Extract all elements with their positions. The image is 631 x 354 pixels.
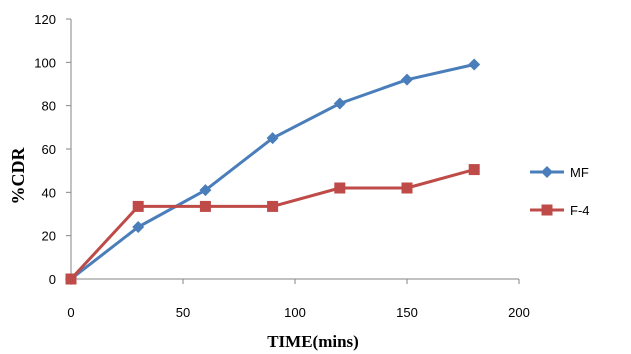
y-axis-title: %CDR [8, 147, 28, 205]
x-tick-label: 200 [508, 305, 530, 320]
data-point [334, 182, 346, 194]
y-tick-label: 80 [42, 99, 56, 114]
y-tick-label: 40 [42, 185, 56, 200]
y-tick-label: 120 [34, 12, 56, 27]
y-axis-ticks: 0 20 40 60 80 100 120 [34, 12, 71, 287]
x-tick-label: 50 [176, 305, 190, 320]
series-mf [65, 58, 481, 285]
series-line [69, 168, 475, 281]
x-axis-title: TIME(mins) [267, 332, 359, 351]
series-f-4 [65, 164, 480, 285]
legend-item-mf: MF [530, 165, 589, 180]
y-tick-label: 60 [42, 142, 56, 157]
data-point [401, 182, 413, 194]
legend-item-f-4: F-4 [530, 203, 590, 218]
x-tick-label: 150 [396, 305, 418, 320]
y-tick-label: 20 [42, 229, 56, 244]
data-point [199, 184, 212, 197]
legend-label: F-4 [570, 203, 590, 218]
data-point [65, 273, 77, 285]
legend-label: MF [570, 165, 589, 180]
data-point [267, 200, 279, 212]
chart-axes [70, 19, 519, 280]
x-axis-ticks: 0 50 100 150 200 [67, 279, 530, 320]
series-line [70, 63, 475, 281]
legend-swatch-marker [541, 166, 553, 178]
chart-legend: MF F-4 [530, 165, 590, 218]
y-tick-label: 100 [34, 55, 56, 70]
data-point [468, 164, 480, 176]
data-point [199, 200, 211, 212]
data-point [333, 97, 346, 110]
data-point [132, 221, 145, 233]
x-tick-label: 0 [67, 305, 74, 320]
x-tick-label: 100 [284, 305, 306, 320]
data-point [266, 132, 279, 145]
data-point [132, 200, 144, 212]
y-tick-label: 0 [49, 272, 56, 287]
legend-swatch-marker [541, 204, 553, 216]
chart-series [65, 58, 481, 285]
data-point [401, 73, 413, 86]
data-point [468, 58, 481, 71]
